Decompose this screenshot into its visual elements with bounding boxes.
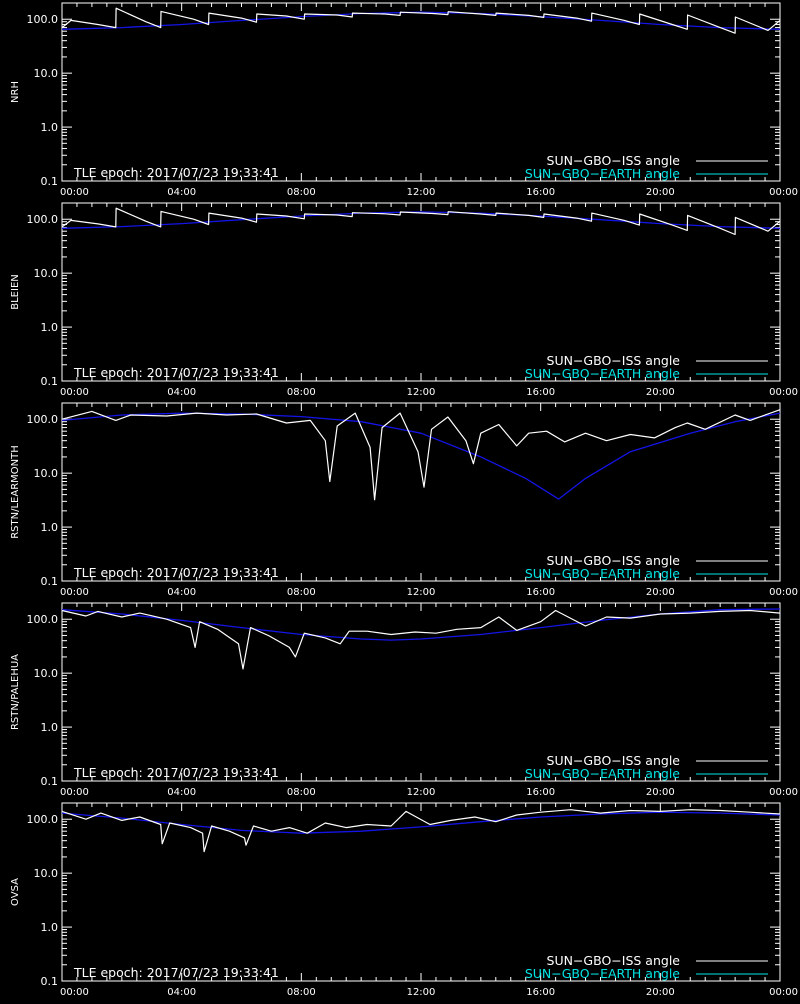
x-tick-label: 00:00 (60, 787, 89, 798)
x-tick-label: 16:00 (526, 787, 555, 798)
y-tick-label: 100.0 (27, 813, 59, 826)
x-tick-label: 04:00 (167, 187, 196, 198)
y-tick-label: 0.1 (41, 975, 59, 988)
x-tick-label: 04:00 (167, 387, 196, 398)
x-tick-label: 00:00 (769, 987, 798, 998)
x-tick-label: 20:00 (646, 187, 675, 198)
y-tick-label: 0.1 (41, 775, 59, 788)
x-tick-label: 00:00 (769, 187, 798, 198)
chart-panel-5: 0.1 1.0 10.0 100.0 00:00 04:00 08:00 12:00 16:00… (10, 802, 798, 998)
chart-panel-1: 0.1 1.0 10.0 100.0 00:00 04:00 08:00 12:00 16:00… (10, 2, 798, 198)
y-tick-label: 1.0 (41, 721, 59, 734)
series-line-iss (61, 609, 781, 670)
y-tick-label: 100.0 (27, 213, 59, 226)
series-line-iss (61, 409, 781, 501)
x-tick-label: 00:00 (60, 587, 89, 598)
legend-label-iss: SUN−GBO−ISS angle (547, 353, 681, 368)
tle-epoch-annotation: TLE epoch: 2017/07/23 19:33:41 (73, 565, 279, 580)
y-tick-label: 10.0 (34, 467, 59, 480)
x-tick-label: 12:00 (407, 987, 436, 998)
x-tick-label: 08:00 (287, 987, 316, 998)
series-line-earth (61, 412, 781, 500)
series-line-earth (61, 811, 781, 834)
legend-label-earth: SUN−GBO−EARTH angle (525, 966, 680, 981)
series-line-earth (61, 211, 781, 229)
y-tick-label: 0.1 (41, 175, 59, 188)
y-tick-label: 1.0 (41, 521, 59, 534)
x-tick-label: 04:00 (167, 787, 196, 798)
series-line-iss (61, 809, 781, 853)
legend-label-earth: SUN−GBO−EARTH angle (525, 766, 680, 781)
y-tick-label: 1.0 (41, 321, 59, 334)
tle-epoch-annotation: TLE epoch: 2017/07/23 19:33:41 (73, 165, 279, 180)
chart-panel-4: 0.1 1.0 10.0 100.0 00:00 04:00 08:00 12:00 16:00… (10, 602, 798, 798)
chart-panel-3: 0.1 1.0 10.0 100.0 00:00 04:00 08:00 12:00 16:00… (10, 402, 798, 598)
x-tick-label: 08:00 (287, 187, 316, 198)
x-tick-label: 00:00 (769, 587, 798, 598)
series-line-iss (61, 7, 781, 34)
x-tick-label: 04:00 (167, 587, 196, 598)
legend-label-iss: SUN−GBO−ISS angle (547, 153, 681, 168)
y-axis-label: NRH (10, 81, 21, 103)
legend-label-earth: SUN−GBO−EARTH angle (525, 366, 680, 381)
x-tick-label: 00:00 (769, 387, 798, 398)
y-tick-label: 10.0 (34, 667, 59, 680)
y-tick-label: 100.0 (27, 413, 59, 426)
x-tick-label: 12:00 (407, 387, 436, 398)
chart-panel-2: 0.1 1.0 10.0 100.0 00:00 04:00 08:00 12:00 16:00… (10, 202, 798, 398)
x-tick-label: 20:00 (646, 787, 675, 798)
tle-epoch-annotation: TLE epoch: 2017/07/23 19:33:41 (73, 965, 279, 980)
tle-epoch-annotation: TLE epoch: 2017/07/23 19:33:41 (73, 765, 279, 780)
x-tick-label: 16:00 (526, 987, 555, 998)
series-line-earth (61, 11, 781, 30)
x-tick-label: 00:00 (60, 187, 89, 198)
legend-label-iss: SUN−GBO−ISS angle (547, 753, 681, 768)
y-tick-label: 10.0 (34, 867, 59, 880)
x-tick-label: 00:00 (60, 387, 89, 398)
x-tick-label: 16:00 (526, 187, 555, 198)
y-tick-label: 0.1 (41, 375, 59, 388)
x-tick-label: 16:00 (526, 587, 555, 598)
y-axis-label: RSTN/LEARMONTH (10, 445, 21, 539)
x-tick-label: 00:00 (769, 787, 798, 798)
x-tick-label: 08:00 (287, 587, 316, 598)
x-tick-label: 04:00 (167, 987, 196, 998)
y-tick-label: 10.0 (34, 267, 59, 280)
series-line-iss (61, 207, 781, 236)
legend-label-earth: SUN−GBO−EARTH angle (525, 166, 680, 181)
tle-epoch-annotation: TLE epoch: 2017/07/23 19:33:41 (73, 365, 279, 380)
x-tick-label: 08:00 (287, 387, 316, 398)
legend-label-iss: SUN−GBO−ISS angle (547, 553, 681, 568)
x-tick-label: 08:00 (287, 787, 316, 798)
y-axis-label: RSTN/PALEHUA (10, 654, 21, 730)
x-tick-label: 20:00 (646, 987, 675, 998)
legend-label-iss: SUN−GBO−ISS angle (547, 953, 681, 968)
y-tick-label: 1.0 (41, 121, 59, 134)
x-tick-label: 20:00 (646, 587, 675, 598)
x-tick-label: 16:00 (526, 387, 555, 398)
x-tick-label: 12:00 (407, 787, 436, 798)
y-tick-label: 100.0 (27, 613, 59, 626)
y-tick-label: 100.0 (27, 13, 59, 26)
y-tick-label: 1.0 (41, 921, 59, 934)
x-tick-label: 00:00 (60, 987, 89, 998)
y-tick-label: 0.1 (41, 575, 59, 588)
x-tick-label: 12:00 (407, 187, 436, 198)
y-tick-label: 10.0 (34, 67, 59, 80)
y-axis-label: OVSA (10, 878, 21, 906)
legend-label-earth: SUN−GBO−EARTH angle (525, 566, 680, 581)
x-tick-label: 12:00 (407, 587, 436, 598)
y-axis-label: BLEIEN (10, 274, 21, 310)
x-tick-label: 20:00 (646, 387, 675, 398)
